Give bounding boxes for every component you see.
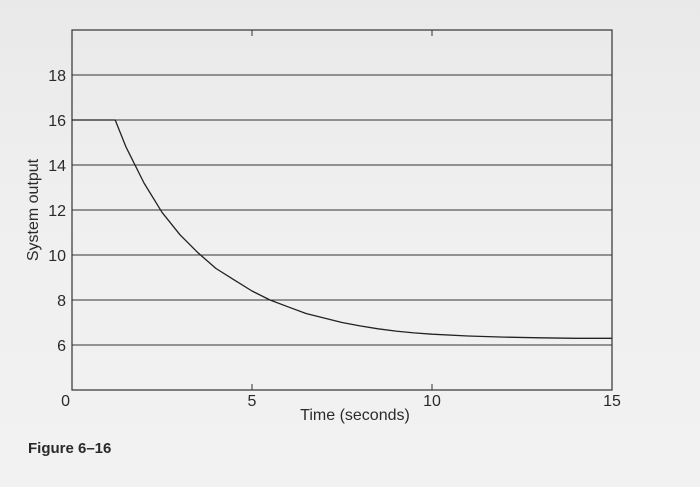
x-tick-label: 10: [423, 393, 441, 410]
figure-caption: Figure 6–16: [28, 440, 112, 457]
x-tick-label: 0: [61, 393, 70, 410]
x-tick-label: 15: [603, 393, 621, 410]
y-tick-label: 14: [48, 158, 66, 175]
y-tick-label: 8: [57, 293, 66, 310]
x-axis-title: Time (seconds): [300, 407, 410, 424]
series-line-0: [72, 119, 612, 339]
y-tick-label: 18: [48, 68, 66, 85]
y-axis-title: System output: [25, 158, 42, 261]
y-tick-label: 6: [57, 338, 66, 355]
y-tick-label: 10: [48, 248, 66, 265]
y-tick-label: 16: [48, 113, 66, 130]
y-tick-label: 12: [48, 203, 66, 220]
x-tick-label: 5: [248, 393, 257, 410]
